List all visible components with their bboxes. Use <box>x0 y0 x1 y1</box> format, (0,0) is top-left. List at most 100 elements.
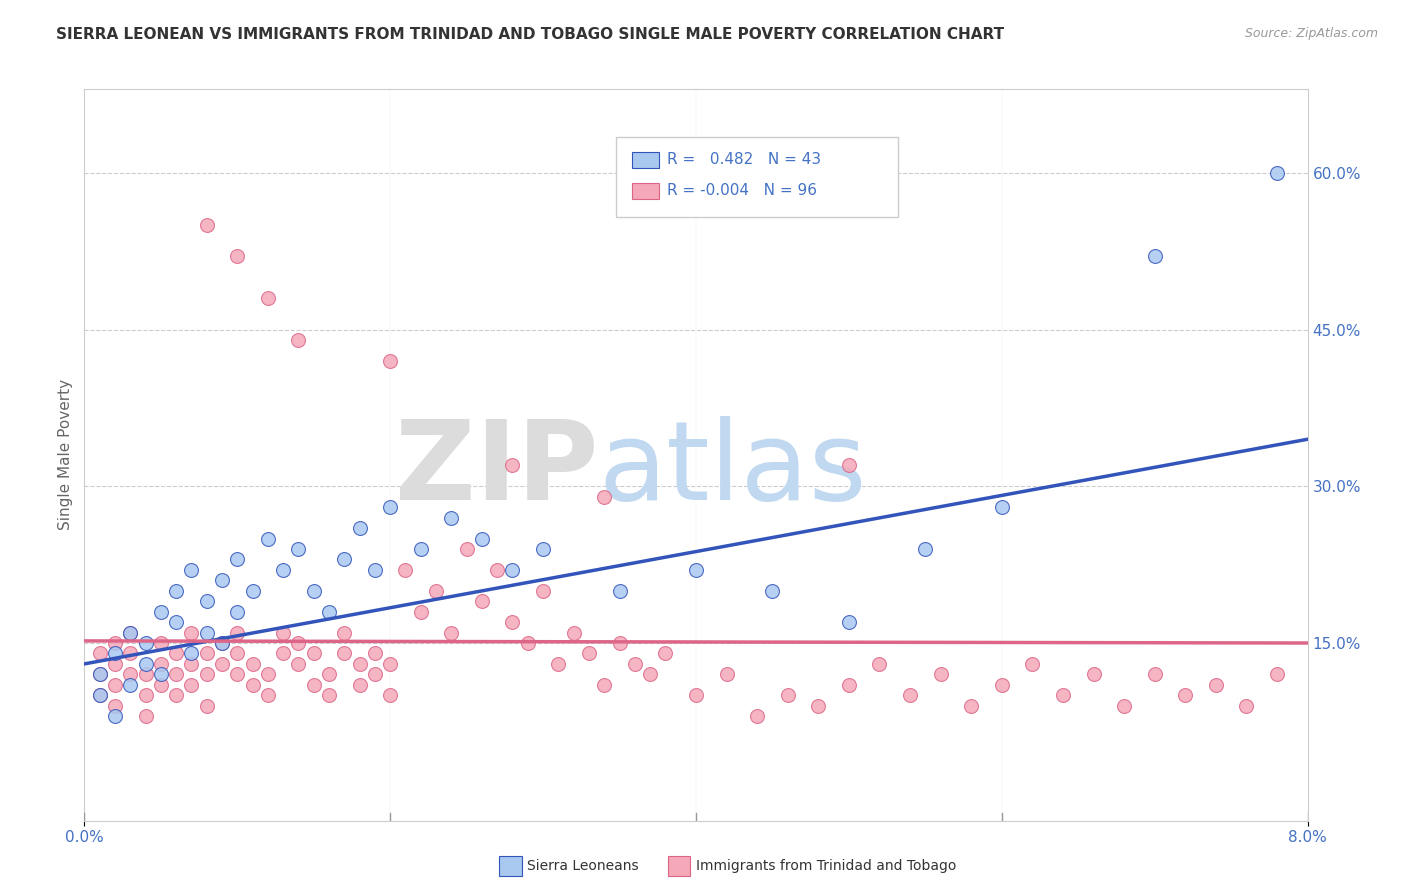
Point <box>226 552 249 566</box>
Point <box>195 647 218 661</box>
Point <box>776 688 799 702</box>
Point <box>1143 667 1166 681</box>
Point <box>120 625 142 640</box>
Point <box>929 667 952 681</box>
Point <box>685 563 707 577</box>
Point <box>195 667 218 681</box>
Point <box>180 657 202 671</box>
Point <box>547 657 569 671</box>
Point <box>654 647 676 661</box>
Point <box>609 636 631 650</box>
Point <box>502 458 524 473</box>
Point <box>318 667 340 681</box>
Point <box>149 678 172 692</box>
Point <box>898 688 921 702</box>
Point <box>180 563 202 577</box>
Point <box>287 541 309 556</box>
Point <box>257 532 280 546</box>
Point <box>807 698 830 713</box>
Point <box>471 594 494 608</box>
Point <box>271 625 294 640</box>
Point <box>318 688 340 702</box>
Point <box>287 657 309 671</box>
Point <box>349 521 371 535</box>
Point <box>149 657 172 671</box>
Point <box>165 647 187 661</box>
Point <box>242 678 264 692</box>
FancyBboxPatch shape <box>616 136 898 217</box>
Point <box>211 574 233 588</box>
Point <box>180 678 202 692</box>
Point <box>211 636 233 650</box>
Point <box>195 625 218 640</box>
Point <box>1114 698 1136 713</box>
Point <box>104 678 127 692</box>
Point <box>271 647 294 661</box>
Point <box>1265 166 1288 180</box>
Point <box>364 647 387 661</box>
Point <box>242 583 264 598</box>
Point <box>747 709 769 723</box>
Point <box>257 291 280 305</box>
Point <box>638 667 661 681</box>
Point <box>180 647 202 661</box>
Point <box>562 625 585 640</box>
Point <box>349 657 371 671</box>
Text: ZIP: ZIP <box>395 416 598 523</box>
Point <box>409 541 432 556</box>
Point <box>838 615 860 629</box>
Point <box>89 667 111 681</box>
Point <box>593 678 616 692</box>
Point <box>104 698 127 713</box>
Point <box>135 636 157 650</box>
Point <box>180 625 202 640</box>
Point <box>531 583 554 598</box>
Point <box>394 563 416 577</box>
Point <box>287 636 309 650</box>
Point <box>1052 688 1074 702</box>
Point <box>364 563 387 577</box>
Point <box>456 541 478 556</box>
Point <box>516 636 538 650</box>
Point <box>302 647 325 661</box>
Text: Immigrants from Trinidad and Tobago: Immigrants from Trinidad and Tobago <box>696 859 956 873</box>
Point <box>149 605 172 619</box>
Point <box>257 667 280 681</box>
Point <box>578 647 600 661</box>
Point <box>271 563 294 577</box>
Point <box>195 218 218 232</box>
Point <box>104 657 127 671</box>
Point <box>333 625 356 640</box>
Point <box>165 583 187 598</box>
Point <box>838 678 860 692</box>
Point <box>120 667 142 681</box>
Point <box>211 657 233 671</box>
Point <box>1174 688 1197 702</box>
Point <box>349 678 371 692</box>
Point <box>302 583 325 598</box>
Point <box>1236 698 1258 713</box>
Bar <box>633 183 659 199</box>
Text: R =   0.482   N = 43: R = 0.482 N = 43 <box>666 152 821 167</box>
Text: SIERRA LEONEAN VS IMMIGRANTS FROM TRINIDAD AND TOBAGO SINGLE MALE POVERTY CORREL: SIERRA LEONEAN VS IMMIGRANTS FROM TRINID… <box>56 27 1004 42</box>
Point <box>1143 249 1166 263</box>
Point <box>226 605 249 619</box>
Point <box>135 688 157 702</box>
Point <box>226 647 249 661</box>
Point <box>593 490 616 504</box>
Point <box>440 510 463 524</box>
Point <box>1083 667 1105 681</box>
Point <box>380 354 402 368</box>
Point <box>486 563 509 577</box>
Point <box>425 583 447 598</box>
Point <box>89 688 111 702</box>
Y-axis label: Single Male Poverty: Single Male Poverty <box>58 379 73 531</box>
Point <box>333 552 356 566</box>
Point <box>502 615 524 629</box>
Text: atlas: atlas <box>598 416 866 523</box>
Point <box>1205 678 1227 692</box>
Point <box>991 500 1014 515</box>
Point <box>89 688 111 702</box>
Point <box>685 688 707 702</box>
Point <box>135 667 157 681</box>
